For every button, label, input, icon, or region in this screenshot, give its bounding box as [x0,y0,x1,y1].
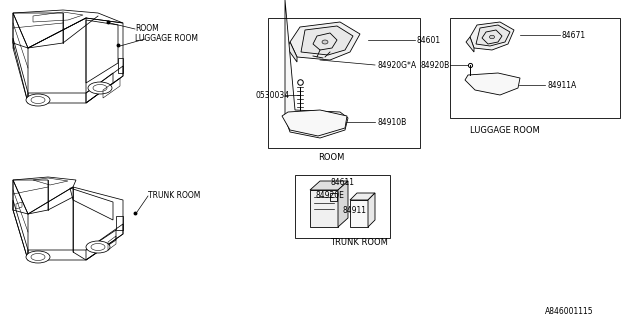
Ellipse shape [88,82,112,94]
Ellipse shape [26,251,50,263]
Text: 84920E: 84920E [315,190,344,199]
Text: 0530034: 0530034 [255,91,289,100]
Ellipse shape [91,244,105,251]
Polygon shape [350,193,375,200]
Text: 84601: 84601 [416,36,440,44]
Text: ROOM: ROOM [135,23,159,33]
Text: TRUNK ROOM: TRUNK ROOM [148,190,200,199]
Text: 84911: 84911 [342,205,366,214]
Polygon shape [350,200,368,227]
Text: 84671: 84671 [562,30,586,39]
Text: 84611: 84611 [330,178,354,187]
Text: 84910B: 84910B [377,117,406,126]
Text: LUGGAGE ROOM: LUGGAGE ROOM [470,125,540,134]
Ellipse shape [31,253,45,260]
Ellipse shape [31,97,45,103]
Polygon shape [285,0,348,138]
Text: A846001115: A846001115 [545,308,594,316]
Text: ROOM: ROOM [318,153,344,162]
Ellipse shape [322,40,328,44]
Polygon shape [310,190,338,227]
Ellipse shape [490,35,495,39]
Polygon shape [310,181,348,190]
Ellipse shape [86,241,110,253]
Text: 84920B: 84920B [420,60,449,69]
Polygon shape [290,22,360,60]
Polygon shape [466,37,474,52]
Polygon shape [301,26,353,55]
Text: LUGGAGE ROOM: LUGGAGE ROOM [135,34,198,43]
Text: 84911A: 84911A [547,81,576,90]
Polygon shape [282,110,347,136]
Polygon shape [465,73,520,95]
Polygon shape [338,181,348,227]
Polygon shape [368,193,375,227]
Ellipse shape [26,94,50,106]
Polygon shape [470,22,514,50]
Text: 84920G*A: 84920G*A [377,60,416,69]
Ellipse shape [93,84,107,92]
Polygon shape [287,42,297,62]
Text: TRUNK ROOM: TRUNK ROOM [330,237,388,246]
Polygon shape [476,25,510,46]
